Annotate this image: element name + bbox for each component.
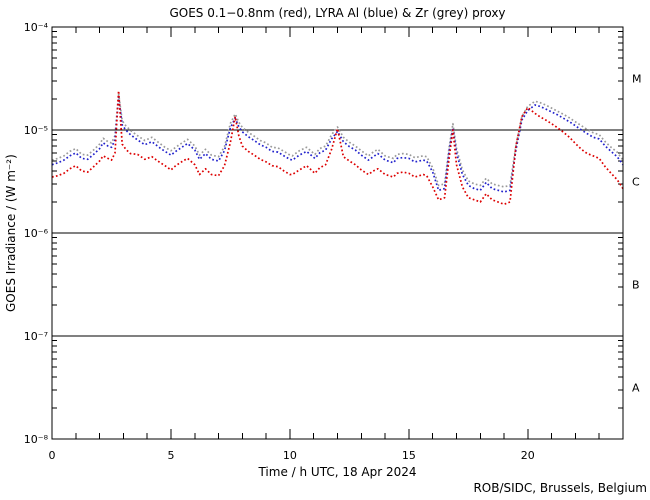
y-tick-label: 10⁻⁷	[24, 330, 48, 343]
x-tick-label: 5	[168, 449, 175, 462]
y-axis-title: GOES Irradiance / (W m⁻²)	[4, 154, 18, 312]
y-axis-ticks	[52, 26, 623, 440]
x-tick-label: 20	[521, 449, 535, 462]
x-tick-label: 10	[283, 449, 297, 462]
y-tick-labels: 10⁻⁴ 10⁻⁵ 10⁻⁶ 10⁻⁷ 10⁻⁸	[24, 21, 49, 446]
x-tick-labels: 0 5 10 15 20	[49, 449, 535, 462]
x-tick-label: 0	[49, 449, 56, 462]
y-tick-label: 10⁻⁵	[24, 124, 48, 137]
flare-class-label-B: B	[632, 279, 640, 292]
x-axis-title: Time / h UTC, 18 Apr 2024	[258, 465, 417, 479]
chart-title: GOES 0.1−0.8nm (red), LYRA Al (blue) & Z…	[169, 6, 506, 20]
flare-class-label-M: M	[632, 73, 642, 86]
series-blue	[51, 95, 624, 193]
x-tick-label: 15	[402, 449, 416, 462]
flare-class-labels: M C B A	[632, 73, 642, 395]
flare-class-label-A: A	[632, 382, 640, 395]
y-tick-label: 10⁻⁶	[24, 227, 49, 240]
series-red	[51, 89, 624, 206]
series-grey	[51, 92, 624, 188]
plot-border	[51, 26, 624, 440]
y-tick-label: 10⁻⁴	[24, 21, 49, 34]
class-boundary-lines	[52, 129, 623, 337]
flare-class-label-C: C	[632, 176, 640, 189]
data-series	[51, 89, 624, 206]
y-tick-label: 10⁻⁸	[24, 433, 49, 446]
credit-text: ROB/SIDC, Brussels, Belgium	[473, 481, 647, 495]
